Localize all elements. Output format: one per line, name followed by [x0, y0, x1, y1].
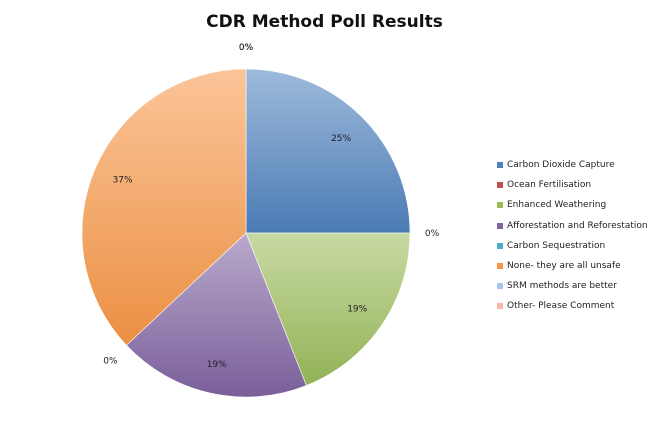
legend-label: Ocean Fertilisation: [507, 180, 592, 191]
data-label-3: 19%: [347, 305, 367, 315]
legend-item: None- they are all unsafe: [497, 256, 648, 276]
pie-slice-6: [81, 68, 247, 346]
pie-slice-3: [245, 232, 411, 386]
legend-item: Carbon Sequestration: [497, 236, 648, 256]
legend-item: Ocean Fertilisation: [497, 175, 648, 195]
legend-swatch: [497, 283, 503, 290]
legend-label: None- they are all unsafe: [507, 261, 621, 272]
legend-label: Carbon Dioxide Capture: [507, 160, 615, 171]
legend-item: Enhanced Weathering: [497, 195, 648, 215]
legend-item: Carbon Dioxide Capture: [497, 155, 648, 175]
legend-label: Carbon Sequestration: [507, 240, 606, 251]
chart-title: CDR Method Poll Results: [206, 12, 443, 32]
legend-label: Enhanced Weathering: [507, 200, 607, 211]
data-label-2: 0%: [425, 229, 440, 239]
data-label-4: 19%: [207, 360, 227, 370]
legend-swatch: [497, 303, 503, 310]
data-label-7: 0%: [239, 43, 254, 53]
legend-swatch: [497, 263, 503, 270]
legend-swatch: [497, 202, 503, 209]
legend-swatch: [497, 182, 503, 189]
data-label-1: 25%: [331, 134, 351, 144]
legend-item: Afforestation and Reforestation: [497, 216, 648, 236]
legend-label: Afforestation and Reforestation: [507, 220, 648, 231]
legend-swatch: [497, 242, 503, 249]
data-label-6: 37%: [113, 176, 133, 186]
legend: Carbon Dioxide Capture Ocean Fertilisatio…: [497, 155, 648, 317]
pie-slice-1: [245, 68, 411, 234]
legend-item: Other- Please Comment: [497, 296, 648, 316]
data-label-8: 0%: [239, 43, 254, 53]
data-label-5: 0%: [103, 356, 118, 366]
legend-label: Other- Please Comment: [507, 301, 615, 312]
legend-swatch: [497, 162, 503, 169]
pie-slice-4: [126, 232, 307, 398]
legend-item: SRM methods are better: [497, 276, 648, 296]
legend-label: SRM methods are better: [507, 281, 617, 292]
legend-swatch: [497, 222, 503, 229]
